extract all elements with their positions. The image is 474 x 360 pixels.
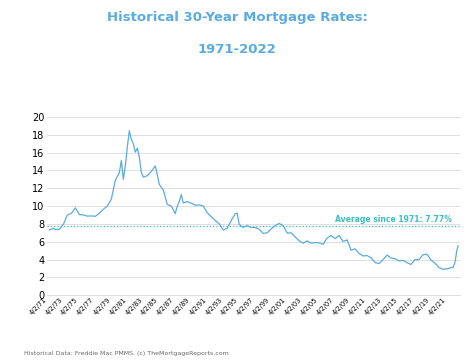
Text: 1971-2022: 1971-2022 (198, 43, 276, 56)
Text: Historical Data: Freddie Mac PMMS. (c) TheMortgageReports.com: Historical Data: Freddie Mac PMMS. (c) T… (24, 351, 228, 356)
Text: Average since 1971: 7.77%: Average since 1971: 7.77% (335, 215, 452, 224)
Text: Historical 30-Year Mortgage Rates:: Historical 30-Year Mortgage Rates: (107, 11, 367, 24)
